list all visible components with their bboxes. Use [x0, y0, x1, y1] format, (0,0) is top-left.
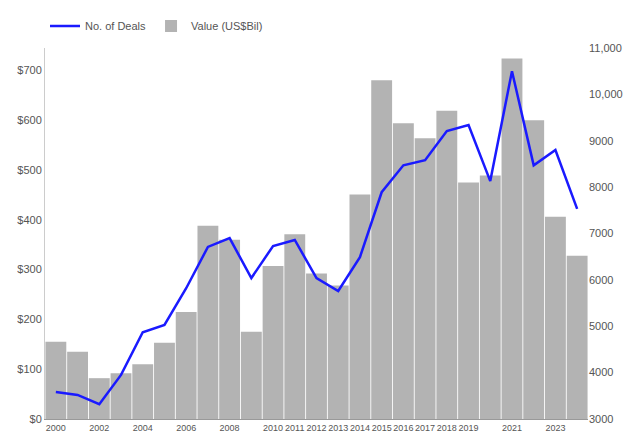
svg-text:$200: $200: [17, 313, 41, 325]
svg-text:2019: 2019: [459, 423, 479, 433]
svg-text:Value (US$Bil): Value (US$Bil): [191, 20, 262, 32]
svg-text:2006: 2006: [176, 423, 196, 433]
svg-text:9000: 9000: [589, 135, 613, 147]
svg-text:2021: 2021: [502, 423, 522, 433]
svg-text:8000: 8000: [589, 181, 613, 193]
svg-text:4000: 4000: [589, 366, 613, 378]
svg-text:2013: 2013: [328, 423, 348, 433]
svg-text:2017: 2017: [415, 423, 435, 433]
svg-text:$500: $500: [17, 164, 41, 176]
svg-text:2008: 2008: [220, 423, 240, 433]
svg-text:11,000: 11,000: [589, 42, 622, 54]
svg-text:2023: 2023: [545, 423, 565, 433]
svg-text:$0: $0: [30, 413, 42, 425]
svg-text:2002: 2002: [89, 423, 109, 433]
svg-text:2010: 2010: [263, 423, 283, 433]
svg-text:$600: $600: [17, 114, 41, 126]
svg-text:2012: 2012: [306, 423, 326, 433]
svg-text:$700: $700: [17, 64, 41, 76]
svg-text:2011: 2011: [285, 423, 304, 433]
svg-text:2004: 2004: [133, 423, 153, 433]
svg-text:2014: 2014: [350, 423, 370, 433]
svg-text:10,000: 10,000: [589, 88, 623, 100]
svg-text:$100: $100: [17, 363, 41, 375]
svg-text:2000: 2000: [46, 423, 66, 433]
svg-text:$400: $400: [17, 214, 41, 226]
svg-text:No. of Deals: No. of Deals: [85, 20, 146, 32]
svg-text:$300: $300: [17, 263, 41, 275]
svg-text:3000: 3000: [589, 413, 613, 425]
svg-text:7000: 7000: [589, 227, 613, 239]
svg-text:2015: 2015: [372, 423, 392, 433]
svg-text:5000: 5000: [589, 320, 613, 332]
svg-text:6000: 6000: [589, 274, 613, 286]
svg-text:2016: 2016: [393, 423, 413, 433]
svg-text:2018: 2018: [437, 423, 457, 433]
